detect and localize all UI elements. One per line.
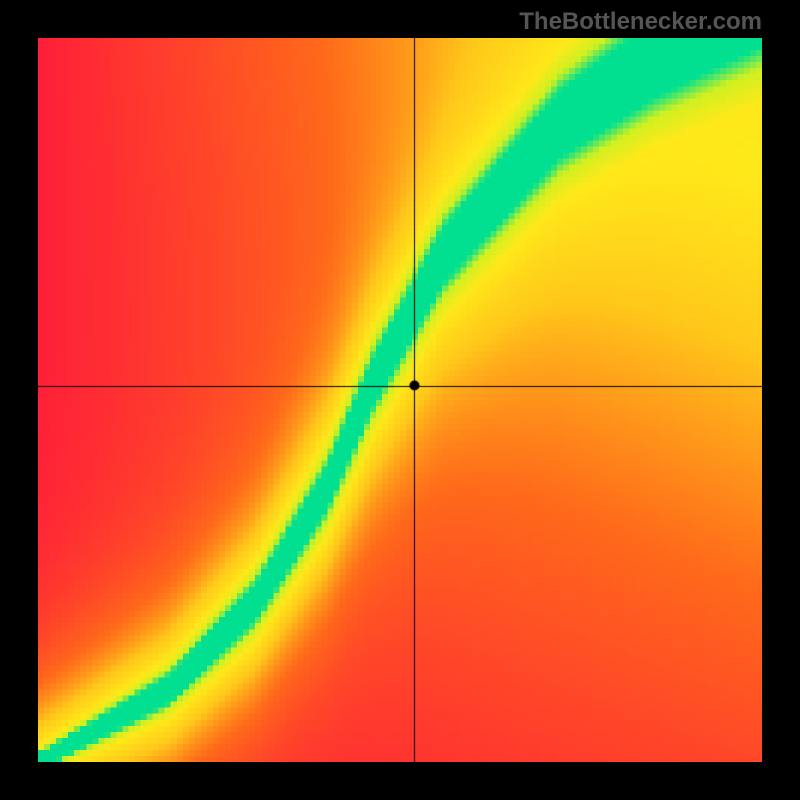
watermark-text: TheBottlenecker.com: [519, 8, 762, 36]
figure-container: TheBottlenecker.com: [0, 0, 800, 800]
crosshair-overlay: [38, 38, 762, 762]
